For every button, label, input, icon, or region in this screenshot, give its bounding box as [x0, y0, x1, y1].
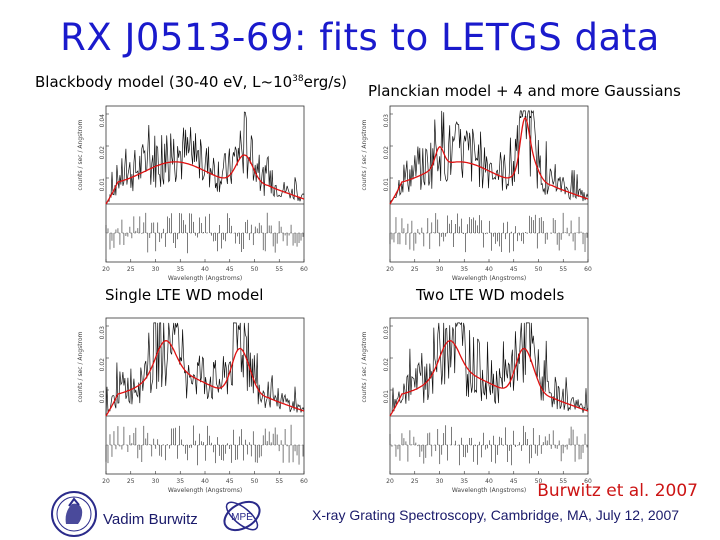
x-tick-label: 60 — [584, 266, 592, 273]
x-tick-label: 45 — [226, 478, 234, 485]
y-tick-label: 0.02 — [99, 358, 106, 372]
y-tick-label: 0.02 — [99, 146, 106, 160]
x-tick-label: 55 — [559, 478, 567, 485]
x-axis-label: Wavelength (Angstroms) — [452, 275, 526, 282]
x-tick-label: 60 — [300, 478, 308, 485]
x-tick-label: 30 — [436, 478, 444, 485]
y-axis-label: counts / sec / Angstrom — [361, 119, 368, 190]
x-tick-label: 35 — [460, 478, 468, 485]
x-axis-label: Wavelength (Angstroms) — [452, 487, 526, 494]
x-tick-label: 30 — [436, 266, 444, 273]
x-tick-label: 60 — [584, 478, 592, 485]
x-tick-label: 20 — [102, 266, 110, 273]
x-tick-label: 45 — [226, 266, 234, 273]
x-tick-label: 20 — [102, 478, 110, 485]
caption-two-lte: Two LTE WD models — [416, 286, 565, 304]
x-tick-label: 30 — [152, 478, 160, 485]
caption-blackbody-suffix: erg/s) — [303, 73, 347, 91]
caption-blackbody-prefix: Blackbody model (30-40 eV, L~10 — [35, 73, 293, 91]
minerva-logo-icon — [51, 491, 97, 537]
x-tick-label: 35 — [176, 266, 184, 273]
x-tick-label: 35 — [460, 266, 468, 273]
spectrum-panel-1: 0.04 0.02 0.01 counts / sec / Angstrom 20 25 3… — [72, 100, 312, 290]
spectrum-panel-2: 0.03 0.02 0.01 counts / sec / Angstrom 20 25 3… — [356, 100, 596, 290]
x-tick-label: 50 — [535, 266, 543, 273]
x-tick-label: 25 — [411, 478, 419, 485]
x-tick-label: 50 — [535, 478, 543, 485]
x-tick-label: 25 — [127, 266, 135, 273]
data-trace — [389, 321, 589, 417]
x-tick-label: 55 — [275, 478, 283, 485]
slide-title: RX J0513-69: fits to LETGS data — [60, 16, 660, 59]
y-tick-label: 0.02 — [383, 146, 390, 160]
data-trace — [389, 109, 589, 205]
caption-single-lte: Single LTE WD model — [105, 286, 264, 304]
conference-line: X-ray Grating Spectroscopy, Cambridge, M… — [312, 507, 680, 523]
y-tick-label: 0.03 — [383, 326, 390, 340]
caption-blackbody: Blackbody model (30-40 eV, L~1038erg/s) — [35, 73, 347, 91]
y-axis-label: counts / sec / Angstrom — [77, 119, 84, 190]
x-tick-label: 55 — [559, 266, 567, 273]
caption-planckian: Planckian model + 4 and more Gaussians — [368, 82, 681, 100]
y-tick-label: 0.01 — [99, 390, 106, 404]
mpe-logo-icon: MPE — [223, 500, 261, 532]
x-tick-label: 50 — [251, 478, 259, 485]
x-tick-label: 20 — [386, 478, 394, 485]
mpe-logo-text: MPE — [231, 512, 253, 523]
x-tick-label: 40 — [201, 266, 209, 273]
x-tick-label: 45 — [510, 266, 518, 273]
y-tick-label: 0.01 — [383, 390, 390, 404]
model-curve — [389, 340, 589, 417]
x-axis-label: Wavelength (Angstroms) — [168, 487, 242, 494]
x-tick-label: 20 — [386, 266, 394, 273]
x-tick-label: 60 — [300, 266, 308, 273]
x-tick-label: 45 — [510, 478, 518, 485]
x-tick-label: 30 — [152, 266, 160, 273]
y-axis-label: counts / sec / Angstrom — [361, 331, 368, 402]
y-tick-label: 0.01 — [383, 178, 390, 192]
spectrum-panel-4: 0.03 0.02 0.01 counts / sec / Angstrom 20 25 3… — [356, 312, 596, 502]
x-tick-label: 40 — [201, 478, 209, 485]
y-tick-label: 0.01 — [99, 178, 106, 192]
x-tick-label: 50 — [251, 266, 259, 273]
x-tick-label: 40 — [485, 478, 493, 485]
citation: Burwitz et al. 2007 — [537, 481, 698, 501]
model-curve — [105, 154, 305, 205]
x-axis-label: Wavelength (Angstroms) — [168, 275, 242, 282]
x-tick-label: 55 — [275, 266, 283, 273]
x-tick-label: 25 — [127, 478, 135, 485]
data-trace — [105, 111, 305, 205]
caption-planckian-text: Planckian model + 4 and more Gaussians — [368, 82, 681, 100]
model-curve — [105, 340, 305, 417]
model-curve — [389, 117, 589, 205]
x-tick-label: 40 — [485, 266, 493, 273]
spectrum-panel-3: 0.03 0.02 0.01 counts / sec / Angstrom 20 25 3… — [72, 312, 312, 502]
x-tick-label: 35 — [176, 478, 184, 485]
data-trace — [105, 322, 305, 417]
presenter-name: Vadim Burwitz — [103, 511, 198, 528]
y-tick-label: 0.03 — [99, 326, 106, 340]
caption-blackbody-exp: 38 — [292, 74, 304, 84]
y-tick-label: 0.04 — [99, 114, 106, 128]
y-tick-label: 0.03 — [383, 114, 390, 128]
y-axis-label: counts / sec / Angstrom — [77, 331, 84, 402]
x-tick-label: 25 — [411, 266, 419, 273]
y-tick-label: 0.02 — [383, 358, 390, 372]
